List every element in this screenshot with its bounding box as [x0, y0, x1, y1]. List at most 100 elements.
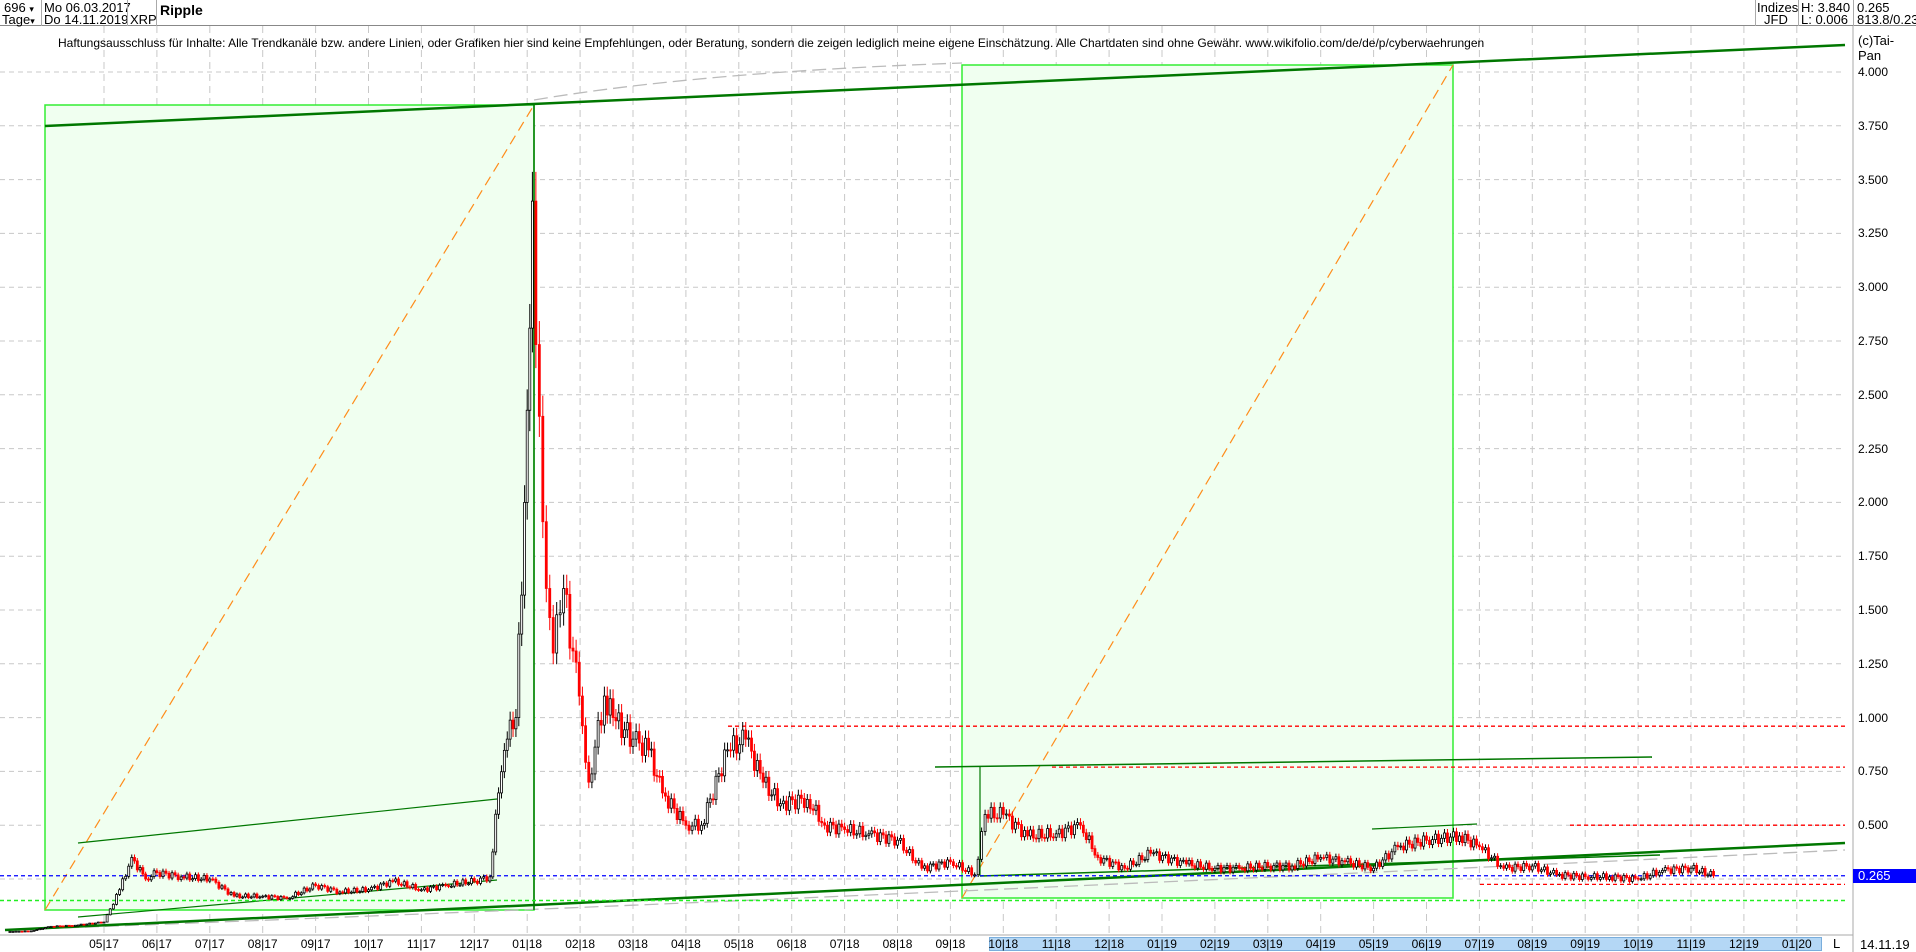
candle-body [14, 930, 18, 933]
start-date[interactable]: Mo 06.03.2017 [44, 0, 131, 15]
candle-body [1569, 874, 1573, 880]
candle-body [917, 860, 921, 864]
extra-value: 813.8/0.23 [1857, 12, 1916, 27]
candle-body [664, 792, 667, 797]
candle-body [8, 931, 12, 933]
candle-body [205, 875, 209, 882]
candle-body [976, 858, 980, 876]
candle-body [608, 698, 612, 716]
candle-body [46, 926, 50, 929]
x-tick-label: 12|18 [1094, 937, 1124, 951]
candle-body [1437, 833, 1440, 844]
candle-body [26, 930, 30, 933]
candle-body [940, 861, 944, 864]
x-tick-label: 03|19 [1252, 937, 1283, 951]
candle-body [1633, 875, 1637, 879]
bars-select[interactable]: 696 ▾ [4, 1, 34, 16]
candle-body [1049, 828, 1052, 838]
candle-body [1712, 871, 1715, 877]
candle-body [764, 776, 768, 783]
candle-body [497, 792, 500, 815]
candle-body [508, 719, 512, 740]
candle-body [1463, 833, 1467, 844]
candle-body [417, 889, 420, 891]
candle-body [1525, 863, 1528, 867]
candle-body [1316, 854, 1320, 860]
candle-body [1146, 849, 1150, 860]
candle-body [1167, 854, 1170, 864]
candle-body [858, 825, 862, 835]
candle-body [1199, 861, 1202, 868]
candle-body [1017, 821, 1020, 825]
candle-body [644, 737, 647, 756]
candle-body [1237, 865, 1241, 869]
period-select[interactable]: Tage▾ [2, 13, 35, 28]
candle-body [249, 896, 253, 899]
x-tick-label: 12|17 [459, 937, 490, 951]
candle-body [370, 886, 373, 891]
candle-body [1246, 863, 1250, 872]
candle-body [88, 922, 92, 925]
candle-body [226, 888, 230, 895]
x-tick-label: 09|17 [300, 937, 331, 951]
y-tick-label: 3.000 [1858, 280, 1889, 295]
candle-body [717, 773, 721, 777]
candle-body [91, 922, 94, 925]
candle-body [1099, 857, 1103, 864]
candle-body [873, 830, 877, 834]
candle-body [1580, 873, 1584, 880]
candle-body [531, 200, 534, 329]
candle-body [1349, 858, 1353, 864]
candle-body [264, 895, 268, 898]
last-date-label: 14.11.19 [1860, 937, 1910, 952]
candle-body [1602, 873, 1605, 878]
candle-body [118, 889, 122, 895]
candle-body [1413, 837, 1417, 849]
candle-body [1328, 854, 1332, 864]
candle-body [1405, 839, 1408, 851]
candle-body [1519, 866, 1523, 871]
candle-body [590, 773, 594, 783]
candle-body [1628, 877, 1631, 882]
candle-body [1026, 830, 1029, 837]
candle-body [528, 327, 532, 411]
x-tick-label: 03|18 [618, 937, 648, 951]
candle-body [675, 808, 679, 820]
end-date[interactable]: Do 14.11.2019 [44, 12, 129, 27]
projection-diagonal-2 [961, 64, 1454, 899]
candle-body [1046, 828, 1050, 839]
axis-mode-button[interactable]: L [1833, 936, 1841, 951]
candle-body [551, 617, 555, 654]
candle-body [920, 860, 924, 869]
candle-body [38, 928, 42, 931]
y-tick-label: 0.500 [1858, 818, 1889, 833]
x-tick-label: 05|17 [89, 937, 119, 951]
candle-body [846, 829, 850, 833]
candle-body [1066, 825, 1070, 829]
candle-body [1190, 860, 1194, 867]
candle-body [1184, 859, 1188, 865]
x-tick-label: 02|18 [565, 937, 595, 951]
candle-body [541, 415, 545, 523]
candle-body [967, 867, 971, 872]
candle-body [1666, 867, 1670, 870]
candle-body [191, 878, 195, 881]
candle-body [571, 647, 575, 652]
candle-body [1011, 815, 1014, 830]
candle-body [1616, 874, 1620, 878]
candle-body [1481, 846, 1484, 851]
candle-body [1325, 854, 1329, 858]
candle-body [599, 719, 603, 726]
x-tick-label: 07|17 [194, 937, 225, 951]
candle-body [244, 893, 247, 898]
candle-body [711, 798, 715, 801]
candle-body [1487, 847, 1490, 860]
candle-body [408, 886, 412, 889]
candle-body [435, 885, 438, 891]
candle-body [130, 857, 134, 867]
candle-body [949, 859, 952, 863]
candle-body [55, 925, 59, 928]
candle-body [1669, 868, 1673, 874]
candle-body [1278, 862, 1282, 871]
